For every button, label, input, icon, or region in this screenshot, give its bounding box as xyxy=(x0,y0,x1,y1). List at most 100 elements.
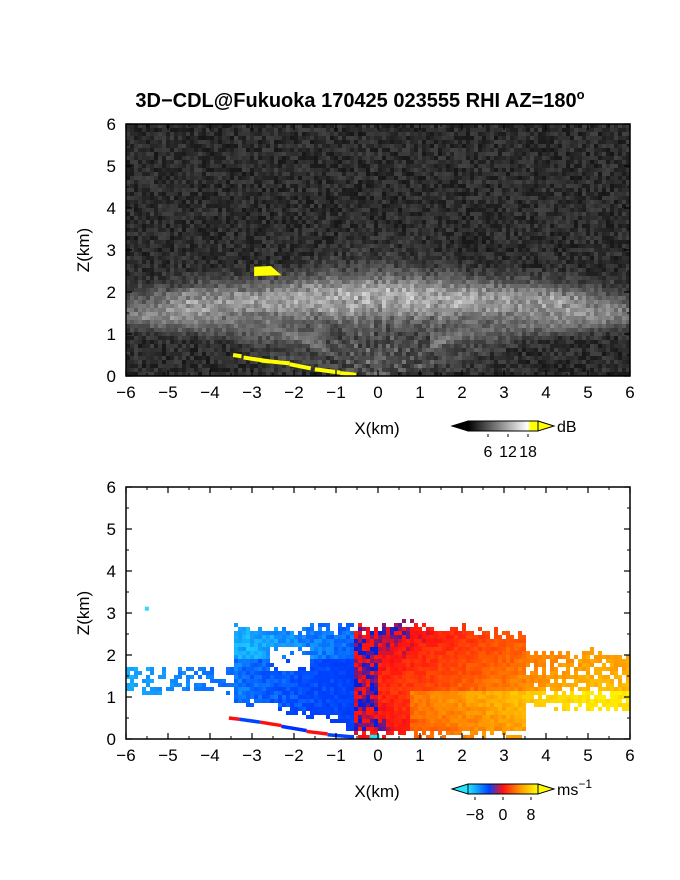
intensity-cell xyxy=(370,300,374,304)
intensity-cell xyxy=(274,332,278,336)
intensity-cell xyxy=(190,160,194,164)
intensity-cell xyxy=(254,132,258,136)
intensity-cell xyxy=(254,324,258,328)
intensity-cell xyxy=(290,284,294,288)
intensity-cell xyxy=(186,240,190,244)
intensity-cell xyxy=(246,276,250,280)
intensity-cell xyxy=(394,308,398,312)
intensity-cell xyxy=(318,232,322,236)
intensity-cell xyxy=(350,284,354,288)
intensity-cell xyxy=(318,248,322,252)
intensity-cell xyxy=(182,176,186,180)
intensity-cell xyxy=(394,152,398,156)
intensity-cell xyxy=(398,124,402,128)
intensity-cell xyxy=(322,136,326,140)
intensity-cell xyxy=(326,244,330,248)
intensity-cell xyxy=(306,276,310,280)
intensity-cell xyxy=(126,208,130,212)
intensity-cell xyxy=(398,184,402,188)
intensity-cell xyxy=(374,320,378,324)
intensity-cell xyxy=(198,244,202,248)
intensity-cell xyxy=(266,228,270,232)
intensity-cell xyxy=(318,148,322,152)
intensity-cell xyxy=(434,336,438,340)
intensity-cell xyxy=(270,140,274,144)
intensity-cell xyxy=(126,312,130,316)
intensity-cell xyxy=(346,124,350,128)
intensity-cell xyxy=(338,196,342,200)
intensity-cell xyxy=(366,124,370,128)
intensity-cell xyxy=(222,340,226,344)
intensity-cell xyxy=(226,228,230,232)
intensity-cell xyxy=(194,140,198,144)
intensity-cell xyxy=(170,272,174,276)
intensity-cell xyxy=(238,184,242,188)
intensity-cell xyxy=(414,232,418,236)
intensity-cell xyxy=(290,272,294,276)
intensity-cell xyxy=(226,220,230,224)
intensity-cell xyxy=(334,288,338,292)
intensity-cell xyxy=(354,172,358,176)
intensity-cell xyxy=(138,192,142,196)
intensity-cell xyxy=(238,352,242,356)
intensity-cell xyxy=(202,356,206,360)
intensity-cell xyxy=(434,204,438,208)
intensity-cell xyxy=(210,228,214,232)
intensity-cell xyxy=(318,204,322,208)
intensity-cell xyxy=(298,320,302,324)
intensity-cell xyxy=(346,252,350,256)
intensity-cell xyxy=(310,336,314,340)
intensity-cell xyxy=(282,252,286,256)
intensity-cell xyxy=(406,252,410,256)
intensity-cell xyxy=(134,360,138,364)
intensity-cell xyxy=(426,252,430,256)
intensity-cell xyxy=(418,308,422,312)
intensity-cell xyxy=(410,164,414,168)
intensity-cell xyxy=(354,332,358,336)
intensity-cell xyxy=(170,268,174,272)
intensity-cell xyxy=(402,156,406,160)
intensity-cell xyxy=(162,232,166,236)
intensity-cell xyxy=(426,132,430,136)
intensity-cell xyxy=(150,336,154,340)
intensity-cell xyxy=(354,220,358,224)
intensity-cell xyxy=(286,320,290,324)
intensity-cell xyxy=(290,220,294,224)
intensity-cell xyxy=(334,328,338,332)
intensity-cell xyxy=(238,148,242,152)
intensity-cell xyxy=(182,268,186,272)
intensity-cell xyxy=(158,328,162,332)
intensity-cell xyxy=(222,268,226,272)
intensity-cell xyxy=(318,296,322,300)
intensity-cell xyxy=(290,212,294,216)
intensity-cell xyxy=(366,304,370,308)
intensity-cell xyxy=(258,324,262,328)
intensity-cell xyxy=(438,152,442,156)
intensity-cell xyxy=(238,368,242,372)
intensity-cell xyxy=(214,212,218,216)
intensity-cell xyxy=(242,148,246,152)
intensity-cell xyxy=(270,300,274,304)
intensity-cell xyxy=(162,332,166,336)
intensity-cell xyxy=(358,348,362,352)
intensity-cell xyxy=(174,364,178,368)
intensity-cell xyxy=(190,236,194,240)
intensity-cell xyxy=(410,140,414,144)
intensity-cell xyxy=(302,168,306,172)
intensity-cell xyxy=(242,276,246,280)
intensity-cell xyxy=(390,336,394,340)
intensity-cell xyxy=(366,180,370,184)
intensity-cell xyxy=(378,280,382,284)
intensity-cell xyxy=(166,336,170,340)
intensity-cell xyxy=(274,236,278,240)
intensity-cell xyxy=(202,160,206,164)
intensity-cell xyxy=(394,204,398,208)
intensity-cell xyxy=(338,360,342,364)
intensity-cell xyxy=(182,136,186,140)
intensity-cell xyxy=(166,184,170,188)
intensity-cell xyxy=(142,372,146,376)
intensity-cell xyxy=(438,160,442,164)
intensity-cell xyxy=(174,284,178,288)
intensity-cell xyxy=(274,260,278,264)
intensity-cell xyxy=(346,308,350,312)
